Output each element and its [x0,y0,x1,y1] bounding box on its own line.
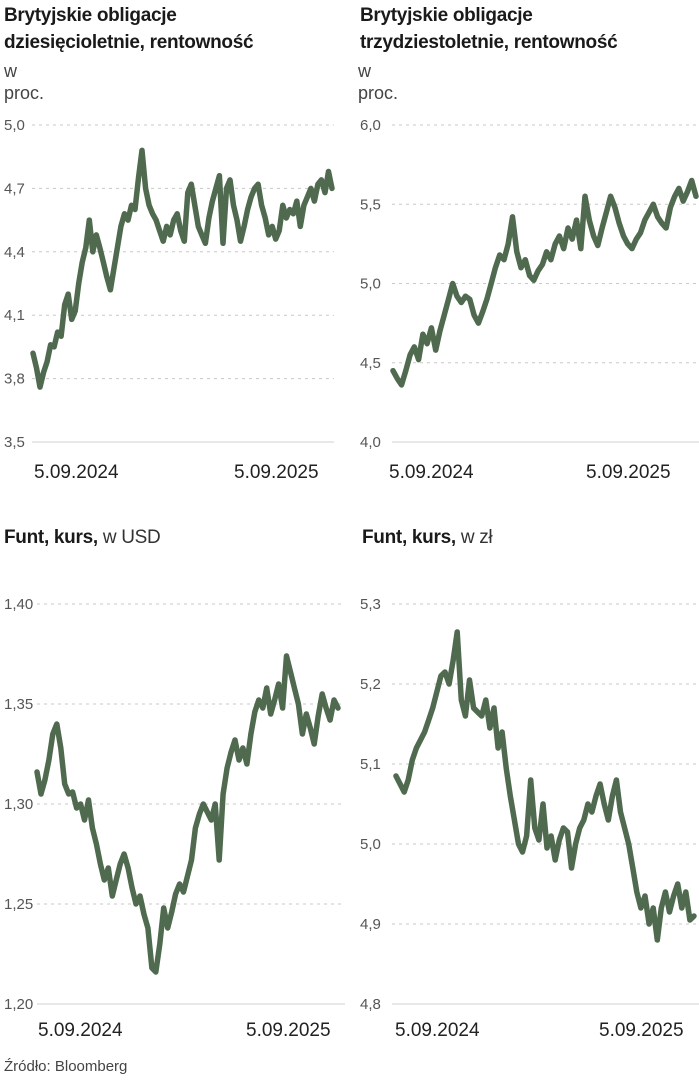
y-tick-label: 4,4 [4,244,25,261]
y-tick-label: 3,8 [4,371,25,388]
chart-subtitle: w proc. [4,61,45,103]
chart-title-bold: Brytyjskie obligacje trzydziestoletnie, … [360,5,618,53]
x-tick-label: 5.09.2024 [38,1020,123,1041]
y-tick-label: 1,20 [4,996,33,1013]
chart-title: Funt, kurs, w USD [4,524,334,551]
x-tick-label: 5.09.2025 [234,462,319,483]
chart-title-bold: Funt, kurs, [4,527,98,548]
y-tick-label: 4,1 [4,307,25,324]
chart-title-bold: Brytyjskie obligacje dziesięcioletnie, r… [4,5,254,53]
y-tick-label: 5,1 [360,756,381,773]
chart-title-unit: w USD [102,527,161,548]
y-tick-label: 4,7 [4,180,25,197]
y-tick-label: 5,0 [360,836,381,853]
chart-subtitle: w proc. [358,61,399,103]
y-tick-label: 4,8 [360,996,381,1013]
line-chart: 5,3 5,2 5,1 5,0 4,9 4,8 5.09.2024 5.09.2025 [360,596,699,1041]
y-tick-label: 5,2 [360,676,381,693]
line-chart: 6,0 5,5 5,0 4,5 4,0 5.09.2024 5.09.2025 [360,117,699,483]
y-tick-label: 1,30 [4,796,33,813]
y-tick-label: 3,5 [4,434,25,451]
line-chart: 5,0 4,7 4,4 4,1 3,8 3,5 5.09.2024 5.09.2025 [4,117,335,483]
source-note: Źródło: Bloomberg [4,1058,128,1075]
y-tick-label: 1,40 [4,596,33,613]
chart-title: Funt, kurs, w zł [362,524,692,551]
series-line [390,177,699,388]
x-tick-label: 5.09.2024 [395,1020,480,1041]
x-tick-label: 5.09.2024 [34,462,119,483]
y-tick-label: 5,0 [4,117,25,134]
x-tick-label: 5.09.2024 [389,462,474,483]
chart-title-unit: w zł [460,527,493,548]
x-tick-label: 5.09.2025 [599,1020,684,1041]
y-tick-label: 4,0 [360,434,381,451]
y-tick-label: 4,5 [360,355,381,372]
y-tick-label: 4,9 [360,916,381,933]
y-tick-label: 1,25 [4,896,33,913]
y-tick-label: 1,35 [4,696,33,713]
y-tick-label: 5,5 [360,196,381,213]
y-tick-label: 6,0 [360,117,381,134]
chart-title-bold: Funt, kurs, [362,527,456,548]
series-line [30,147,335,390]
chart-title: Brytyjskie obligacje dziesięcioletnie, r… [4,2,304,56]
y-tick-label: 5,0 [360,276,381,293]
y-tick-label: 5,3 [360,596,381,613]
series-line [34,653,341,975]
x-tick-label: 5.09.2025 [246,1020,331,1041]
chart-title: Brytyjskie obligacje trzydziestoletnie, … [360,2,660,56]
x-tick-label: 5.09.2025 [586,462,671,483]
line-chart: 1,40 1,35 1,30 1,25 1,20 5.09.2024 5.09.2025 [4,596,345,1041]
series-line [393,629,697,943]
